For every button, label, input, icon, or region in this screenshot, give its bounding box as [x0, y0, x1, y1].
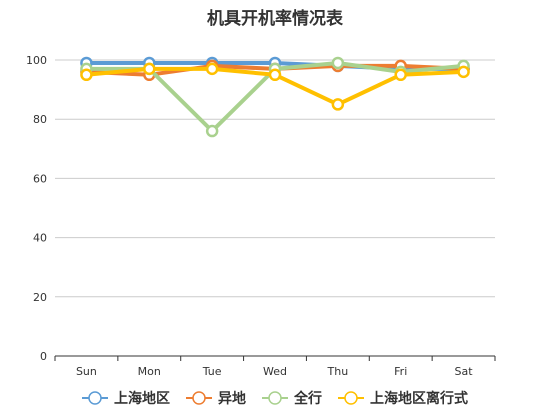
- axes: 0 20 40 60 80 100 Sun Mon Tue Wed Thu Fri Sat: [26, 54, 496, 378]
- x-tick-label: Fri: [394, 365, 407, 378]
- legend-marker-icon: [268, 391, 282, 405]
- data-point[interactable]: [331, 56, 345, 70]
- y-tick-label: 20: [33, 291, 47, 304]
- grid: [55, 59, 495, 298]
- data-point[interactable]: [331, 98, 345, 111]
- legend-item[interactable]: 上海地区离行式: [338, 390, 468, 407]
- legend-marker-icon: [192, 391, 206, 405]
- legend-marker-icon: [88, 391, 102, 405]
- data-point[interactable]: [205, 124, 219, 138]
- legend-label: 全行: [293, 390, 322, 407]
- y-tick-label: 0: [40, 350, 47, 363]
- legend-item[interactable]: 全行: [262, 390, 322, 407]
- y-tick-label: 100: [26, 54, 47, 67]
- y-tick-label: 80: [33, 113, 47, 126]
- legend-marker-icon: [344, 391, 358, 405]
- series-lines: [80, 56, 470, 138]
- data-point[interactable]: [80, 68, 93, 82]
- data-point[interactable]: [143, 62, 156, 76]
- data-point[interactable]: [394, 68, 407, 82]
- legend-item[interactable]: 上海地区: [82, 390, 170, 407]
- x-tick-label: Wed: [263, 365, 287, 378]
- x-tick-label: Sun: [76, 365, 97, 378]
- legend-item[interactable]: 异地: [186, 390, 246, 407]
- legend-label: 上海地区: [114, 390, 170, 407]
- legend-label: 上海地区离行式: [370, 390, 468, 407]
- data-point[interactable]: [268, 68, 282, 82]
- chart-title: 机具开机率情况表: [207, 8, 344, 29]
- x-tick-label: Thu: [327, 365, 349, 378]
- legend-label: 异地: [218, 390, 246, 407]
- y-tick-label: 60: [33, 172, 47, 185]
- data-point[interactable]: [457, 65, 470, 79]
- legend: 上海地区 异地 全行 上海地区离行式: [82, 390, 468, 407]
- data-point[interactable]: [205, 62, 219, 76]
- y-tick-label: 40: [33, 232, 47, 245]
- x-tick-label: Sat: [455, 365, 474, 378]
- x-tick-label: Mon: [138, 365, 161, 378]
- series-3: [80, 62, 470, 111]
- x-tick-label: Tue: [202, 365, 222, 378]
